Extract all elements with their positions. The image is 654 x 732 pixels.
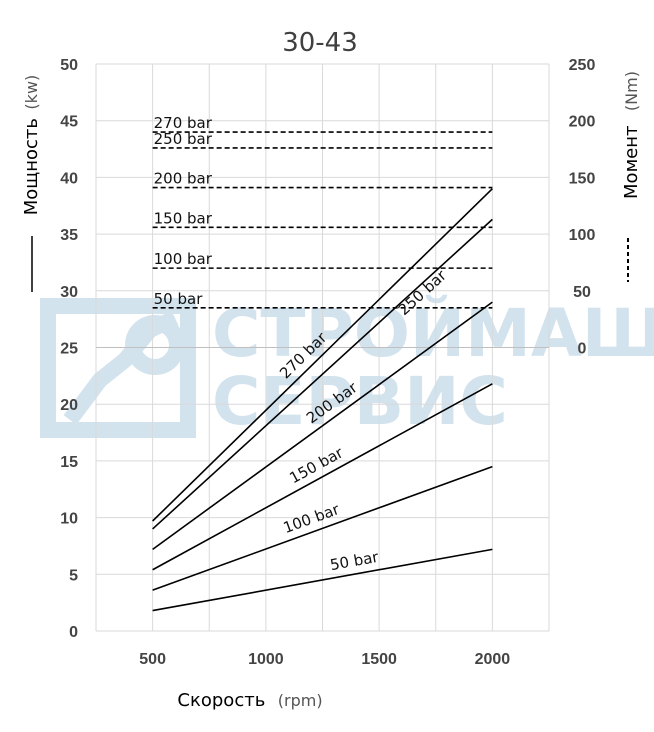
y-tick-left: 40 <box>60 170 78 187</box>
y-tick-left: 15 <box>60 454 78 471</box>
left-axis-label: Мощность <box>21 118 42 215</box>
torque-line-label: 250 bar <box>154 130 213 148</box>
power-line <box>152 301 493 550</box>
x-tick: 2000 <box>475 651 511 668</box>
y-tick-right: 150 <box>569 170 596 187</box>
torque-line-label: 270 bar <box>154 114 213 132</box>
x-tick: 1000 <box>248 651 284 668</box>
y-tick-left: 20 <box>60 397 78 414</box>
left-axis-title: Мощность (kw) <box>21 75 42 216</box>
y-tick-left: 10 <box>60 511 78 528</box>
x-tick: 500 <box>139 651 166 668</box>
y-tick-right: 100 <box>569 227 596 244</box>
y-tick-left: 0 <box>69 624 78 641</box>
y-tick-left: 5 <box>69 567 78 584</box>
watermark: СТРОЙМАШ СЕРВИС <box>40 294 654 440</box>
y-tick-left: 30 <box>60 284 78 301</box>
power-line-label: 100 bar <box>281 500 343 537</box>
right-axis-unit: (Nm) <box>622 71 641 111</box>
x-axis-label: Скорость <box>177 690 265 711</box>
y-tick-right: 200 <box>569 114 596 131</box>
svg-text:Мощность (kw): Мощность (kw) <box>21 75 42 216</box>
torque-line-label: 150 bar <box>154 209 213 227</box>
x-tick: 1500 <box>361 651 397 668</box>
grid <box>95 63 550 632</box>
torque-line-label: 100 bar <box>154 250 213 268</box>
watermark-line-1: СТРОЙМАШ <box>212 294 654 372</box>
watermark-logo-icon <box>40 298 196 438</box>
power-line <box>152 383 493 571</box>
power-line <box>152 218 493 530</box>
y-tick-right: 50 <box>573 284 591 301</box>
watermark-line-2: СЕРВИС <box>212 363 508 440</box>
x-axis-unit: (rpm) <box>278 691 323 710</box>
tick-labels: 0 5 10 15 20 25 30 35 40 45 50 500 1000 1500 2000 0 50 10… <box>60 57 595 668</box>
left-axis-unit: (kw) <box>22 75 41 110</box>
torque-line-label: 200 bar <box>154 170 213 188</box>
y-tick-left: 50 <box>60 57 78 74</box>
chart-title: 30-43 <box>282 28 358 58</box>
power-line <box>152 188 493 522</box>
svg-text:Момент (Nm): Момент (Nm) <box>621 71 642 199</box>
right-axis-title: Момент (Nm) <box>621 71 642 199</box>
y-tick-left: 35 <box>60 227 78 244</box>
power-line <box>152 465 493 591</box>
torque-line-label: 50 bar <box>154 290 204 308</box>
power-line <box>152 548 493 612</box>
y-tick-left: 45 <box>60 114 78 131</box>
y-tick-left: 25 <box>60 341 78 358</box>
y-tick-right: 0 <box>578 341 587 358</box>
right-axis-label: Момент <box>621 126 642 199</box>
y-tick-right: 250 <box>569 57 596 74</box>
x-axis-title: Скорость (rpm) <box>177 690 322 711</box>
